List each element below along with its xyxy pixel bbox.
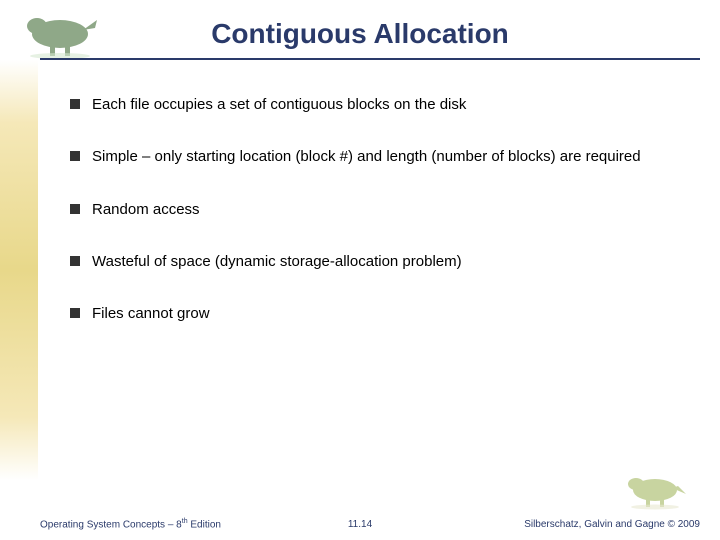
bullet-text: Wasteful of space (dynamic storage-alloc… [92,252,690,272]
bullet-item: Random access [70,200,690,220]
footer-copyright: Silberschatz, Galvin and Gagne © 2009 [524,519,700,530]
title-underline [40,58,700,60]
bullet-square-icon [70,99,80,109]
bullet-item: Simple – only starting location (block #… [70,147,690,167]
bullet-item: Files cannot grow [70,304,690,324]
slide-title: Contiguous Allocation [0,18,720,50]
bullet-text: Random access [92,200,690,220]
bullet-item: Each file occupies a set of contiguous b… [70,95,690,115]
bullet-item: Wasteful of space (dynamic storage-alloc… [70,252,690,272]
content-area: Each file occupies a set of contiguous b… [70,95,690,356]
bullet-square-icon [70,308,80,318]
footer: Operating System Concepts – 8th Edition … [0,510,720,530]
bullet-text: Each file occupies a set of contiguous b… [92,95,690,115]
bullet-text: Simple – only starting location (block #… [92,147,690,167]
bullet-text: Files cannot grow [92,304,690,324]
bullet-square-icon [70,256,80,266]
left-accent-band [0,60,38,480]
dinosaur-bottom-icon [620,466,690,510]
bullet-square-icon [70,204,80,214]
bullet-square-icon [70,151,80,161]
